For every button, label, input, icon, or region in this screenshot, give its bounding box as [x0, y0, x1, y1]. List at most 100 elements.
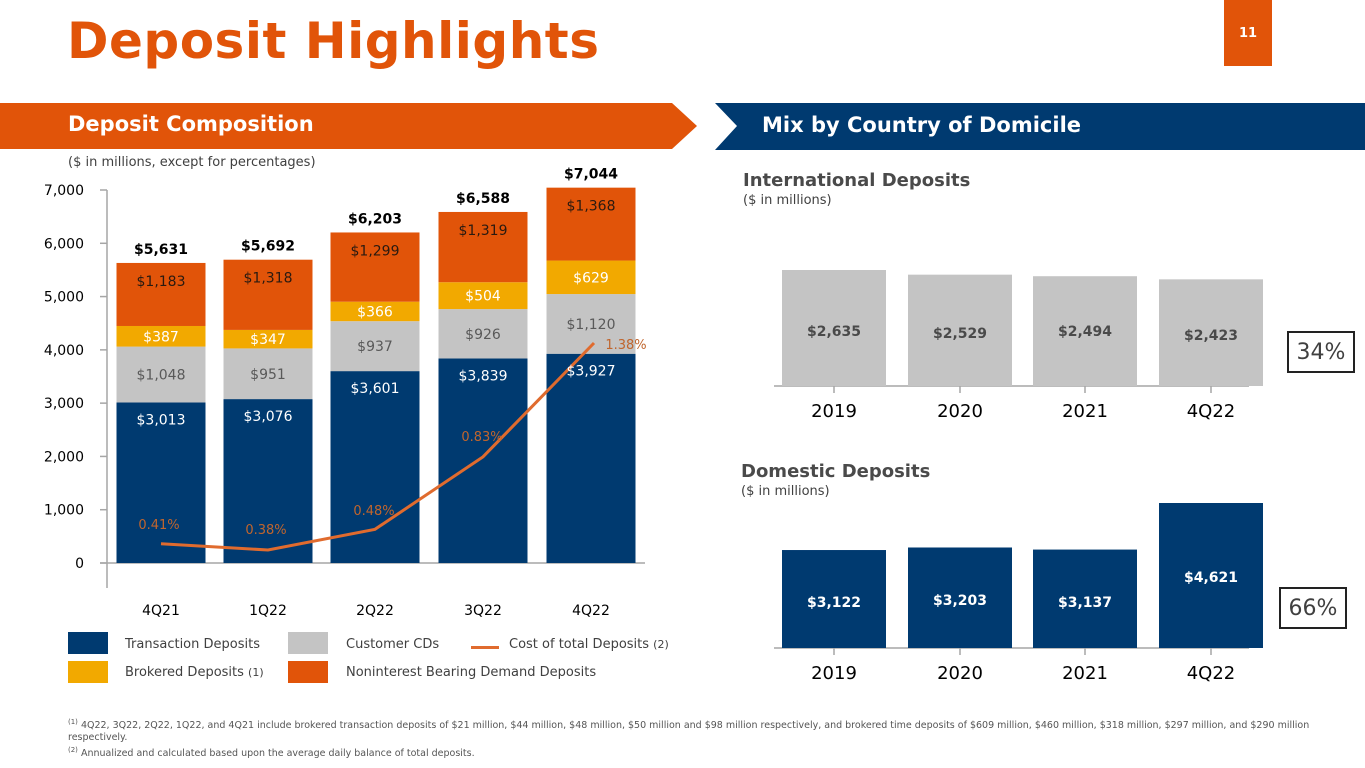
domestic-title: Domestic Deposits: [741, 461, 931, 482]
segment-value-label: $387: [143, 329, 179, 345]
bar-value-label: $3,122: [807, 595, 861, 611]
legend-swatch-transaction: [68, 632, 108, 654]
footnote-2: (2) Annualized and calculated based upon…: [68, 744, 1318, 760]
international-deposits-chart: $2,635 2019 $2,529 2020 $2,494 2021 $2,423 4Q22: [774, 270, 1263, 422]
segment-value-label: $3,927: [567, 364, 616, 380]
total-value-label: $5,631: [134, 242, 188, 258]
footnote-2-ref: (2): [68, 746, 78, 755]
segment-value-label: $347: [250, 332, 286, 348]
bar-2019: [782, 270, 886, 386]
bar-segment-noninterest-bearing-demand-deposits: [546, 187, 636, 261]
total-value-label: $6,203: [348, 211, 402, 227]
domestic-deposits-chart: $3,122 2019 $3,203 2020 $3,137 2021 $4,621 4Q22: [774, 503, 1263, 684]
bar-value-label: $2,423: [1184, 328, 1238, 344]
x-tick-label: 2021: [1062, 663, 1108, 684]
footnote-1-text: 4Q22, 3Q22, 2Q22, 1Q22, and 4Q21 include…: [68, 720, 1310, 744]
x-tick-label: 1Q22: [249, 603, 287, 619]
international-title: International Deposits: [743, 170, 971, 191]
segment-value-label: $3,839: [459, 368, 508, 384]
bar-value-label: $3,203: [933, 593, 987, 609]
international-unit: ($ in millions): [743, 193, 832, 208]
international-share-box: 34%: [1287, 331, 1355, 373]
x-tick-label: 2019: [811, 401, 857, 422]
x-tick-label: 2020: [937, 401, 983, 422]
legend-swatch-noninterest: [288, 661, 328, 683]
cost-pct-label: 0.38%: [245, 523, 286, 538]
bar-segment-customer-cds: [330, 321, 420, 372]
units-note: ($ in millions, except for percentages): [68, 155, 316, 170]
bar-value-label: $2,635: [807, 324, 861, 340]
x-tick-label: 2021: [1062, 401, 1108, 422]
bar-segment-transaction-deposits: [438, 358, 528, 563]
segment-value-label: $937: [357, 339, 393, 355]
segment-value-label: $3,013: [137, 412, 186, 428]
bar-4q22: [1159, 279, 1263, 386]
bar-value-label: $4,621: [1184, 570, 1238, 586]
legend-label-brokered: Brokered Deposits (1): [125, 665, 264, 680]
total-value-label: $5,692: [241, 239, 295, 255]
x-tick-label: 3Q22: [464, 603, 502, 619]
bar-segment-transaction-deposits: [546, 353, 636, 563]
segment-value-label: $3,076: [244, 409, 293, 425]
x-tick-label: 2020: [937, 663, 983, 684]
segment-value-label: $1,048: [137, 368, 186, 384]
bar-2019: [782, 550, 886, 648]
legend-label-noninterest: Noninterest Bearing Demand Deposits: [346, 665, 597, 680]
y-tick-label: 0: [75, 556, 84, 572]
bar-segment-noninterest-bearing-demand-deposits: [223, 259, 313, 330]
bar-segment-customer-cds: [116, 346, 206, 403]
legend-label-cost: Cost of total Deposits (2): [509, 637, 669, 652]
total-value-label: $7,044: [564, 167, 618, 183]
legend-swatch-brokered: [68, 661, 108, 683]
bar-2021: [1033, 276, 1137, 386]
bar-segment-customer-cds: [438, 309, 528, 359]
bar-4q22: [1159, 503, 1263, 648]
cost-pct-label: 1.38%: [605, 338, 646, 353]
segment-value-label: $1,299: [351, 243, 400, 259]
x-tick-label: 4Q22: [1187, 401, 1236, 422]
bar-value-label: $2,494: [1058, 324, 1112, 340]
y-tick-label: 2,000: [44, 449, 84, 465]
mix-by-country-heading: Mix by Country of Domicile: [762, 113, 1082, 137]
segment-value-label: $1,318: [244, 271, 293, 287]
footnotes: (1) 4Q22, 3Q22, 2Q22, 1Q22, and 4Q21 inc…: [68, 716, 1318, 760]
segment-value-label: $1,183: [137, 274, 186, 290]
domestic-unit: ($ in millions): [741, 484, 830, 499]
y-tick-label: 3,000: [44, 396, 84, 412]
legend-label-transaction: Transaction Deposits: [125, 637, 260, 652]
bar-segment-noninterest-bearing-demand-deposits: [116, 262, 206, 326]
deposit-composition-heading: Deposit Composition: [68, 112, 314, 136]
y-tick-label: 6,000: [44, 236, 84, 252]
segment-value-label: $366: [357, 304, 393, 320]
footnote-2-text: Annualized and calculated based upon the…: [77, 748, 475, 760]
bar-segment-transaction-deposits: [330, 371, 420, 563]
x-tick-label: 4Q21: [142, 603, 180, 619]
mix-by-country-banner: Mix by Country of Domicile: [715, 103, 1365, 150]
legend-swatch-customer-cds: [288, 632, 328, 654]
cost-pct-label: 0.41%: [138, 518, 179, 533]
y-tick-label: 7,000: [44, 183, 84, 199]
x-tick-label: 2Q22: [356, 603, 394, 619]
y-tick-label: 4,000: [44, 343, 84, 359]
legend-cost-ref: (2): [653, 638, 669, 651]
footnote-1: (1) 4Q22, 3Q22, 2Q22, 1Q22, and 4Q21 inc…: [68, 716, 1318, 744]
bar-segment-transaction-deposits: [223, 399, 313, 563]
segment-value-label: $926: [465, 327, 501, 343]
bar-segment-transaction-deposits: [116, 402, 206, 563]
segment-value-label: $3,601: [351, 381, 400, 397]
bar-2021: [1033, 549, 1137, 648]
legend-cost-text: Cost of total Deposits: [509, 637, 650, 652]
bar-segment-customer-cds: [546, 294, 636, 354]
x-tick-label: 4Q22: [1187, 663, 1236, 684]
domestic-share-box: 66%: [1279, 587, 1347, 629]
bar-segment-noninterest-bearing-demand-deposits: [438, 211, 528, 283]
bar-segment-brokered-deposits: [223, 329, 313, 349]
bar-segment-brokered-deposits: [330, 301, 420, 322]
segment-value-label: $1,319: [459, 223, 508, 239]
bar-segment-brokered-deposits: [438, 282, 528, 310]
page-title: Deposit Highlights: [67, 12, 600, 70]
y-tick-label: 1,000: [44, 503, 84, 519]
bar-2020: [908, 547, 1012, 648]
cost-pct-label: 0.48%: [353, 504, 394, 519]
bar-segment-brokered-deposits: [116, 325, 206, 347]
